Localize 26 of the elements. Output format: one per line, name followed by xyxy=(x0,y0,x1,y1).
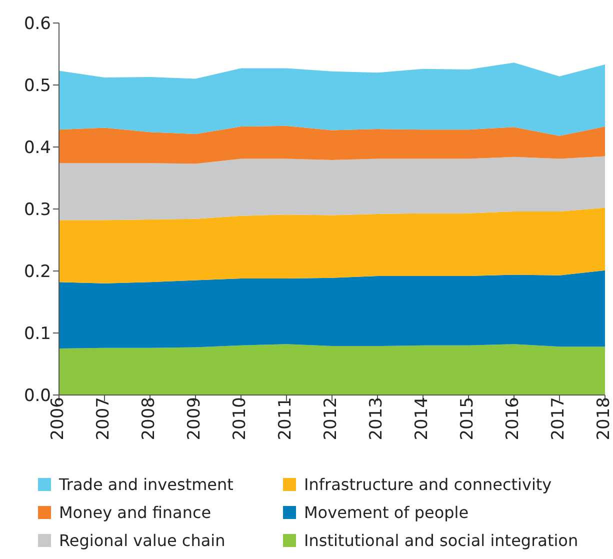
legend-label: Regional value chain xyxy=(59,530,226,550)
legend-label: Movement of people xyxy=(304,502,469,522)
x-tick-label: 2009 xyxy=(184,397,205,440)
x-tick-label: 2015 xyxy=(458,397,478,440)
y-tick-label: 0.4 xyxy=(24,138,51,158)
x-tick-label: 2007 xyxy=(94,397,114,440)
y-tick-label: 0.1 xyxy=(24,324,51,344)
x-tick-label: 2013 xyxy=(366,397,387,440)
y-tick-label: 0.5 xyxy=(24,76,51,96)
legend-label: Money and finance xyxy=(59,502,212,522)
legend-label: Trade and investment xyxy=(59,474,234,494)
y-tick-label: 0.3 xyxy=(24,200,51,220)
y-tick-label: 0.6 xyxy=(24,14,51,34)
x-tick-label: 2006 xyxy=(48,397,68,440)
x-tick-label: 2010 xyxy=(230,397,250,440)
x-tick-label: 2008 xyxy=(139,397,160,440)
legend-label: Infrastructure and connectivity xyxy=(304,474,552,494)
x-tick-label: 2014 xyxy=(412,397,432,440)
x-tick-label: 2018 xyxy=(594,397,613,440)
y-tick-label: 0.2 xyxy=(24,262,51,282)
y-tick-label: 0.0 xyxy=(24,386,51,406)
x-tick-label: 2017 xyxy=(548,397,569,440)
x-tick-label: 2011 xyxy=(276,397,296,440)
x-tick-label: 2012 xyxy=(321,397,342,440)
legend-label: Institutional and social integration xyxy=(304,530,578,550)
x-tick-label: 2016 xyxy=(503,397,524,440)
